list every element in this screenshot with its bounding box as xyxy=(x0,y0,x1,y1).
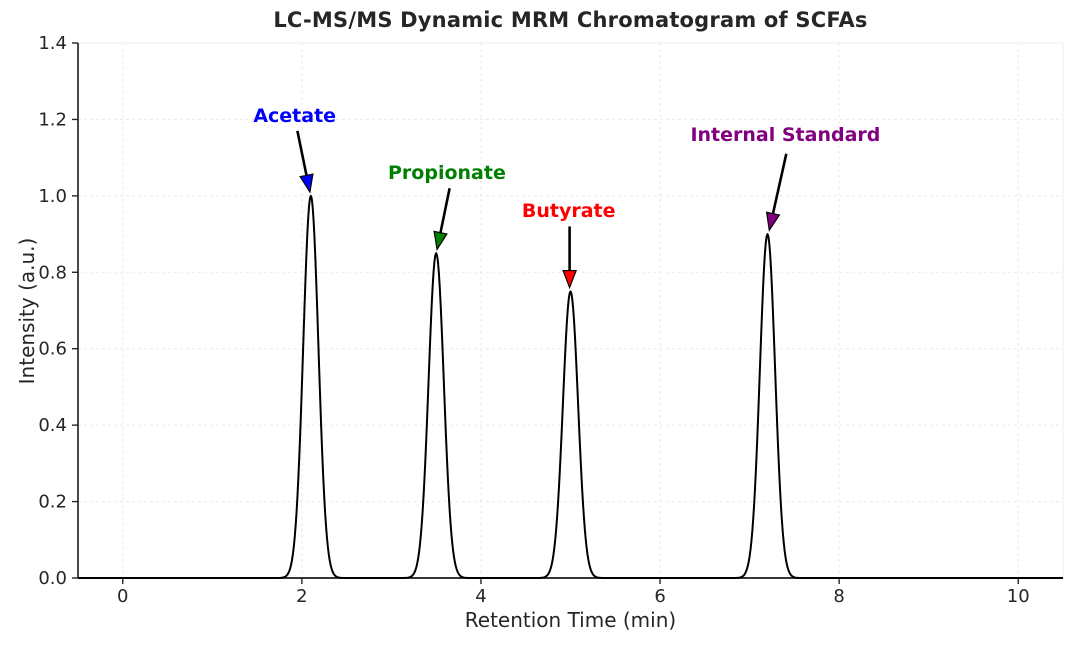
x-tick-label: 10 xyxy=(1007,586,1030,607)
peak-label-propionate: Propionate xyxy=(388,161,506,184)
x-tick-label: 0 xyxy=(117,586,128,607)
annotation-arrowhead-butyrate xyxy=(562,269,577,290)
x-tick-label: 8 xyxy=(833,586,844,607)
annotation-arrow-line-internal-standard xyxy=(771,153,788,216)
peak-label-acetate: Acetate xyxy=(253,104,337,127)
y-tick-label: 0.0 xyxy=(38,568,67,589)
annotation-arrowhead-propionate xyxy=(433,230,448,252)
peak-label-butyrate: Butyrate xyxy=(521,200,616,223)
annotation-arrowhead-internal-standard xyxy=(765,211,781,232)
chromatogram-trace xyxy=(77,194,1064,579)
annotation-arrowhead-acetate xyxy=(299,173,314,194)
y-tick-label: 0.8 xyxy=(38,262,67,283)
y-tick-label: 1.2 xyxy=(38,109,67,130)
x-tick-label: 4 xyxy=(475,586,486,607)
y-tick-label: 1.4 xyxy=(38,33,67,54)
y-tick-label: 0.2 xyxy=(38,492,67,513)
annotation-arrow-line-acetate xyxy=(296,130,309,178)
x-axis-label: Retention Time (min) xyxy=(464,608,677,632)
y-axis-label: Intensity (a.u.) xyxy=(15,237,39,385)
annotation-arrow-line-propionate xyxy=(438,187,451,235)
chart-title: LC-MS/MS Dynamic MRM Chromatogram of SCF… xyxy=(273,8,868,32)
peak-label-internal-standard: Internal Standard xyxy=(690,123,881,146)
x-tick-label: 2 xyxy=(296,586,307,607)
y-tick-label: 1.0 xyxy=(38,186,67,207)
y-tick-label: 0.4 xyxy=(38,415,67,436)
y-tick-label: 0.6 xyxy=(38,339,67,360)
x-tick-label: 6 xyxy=(654,586,665,607)
